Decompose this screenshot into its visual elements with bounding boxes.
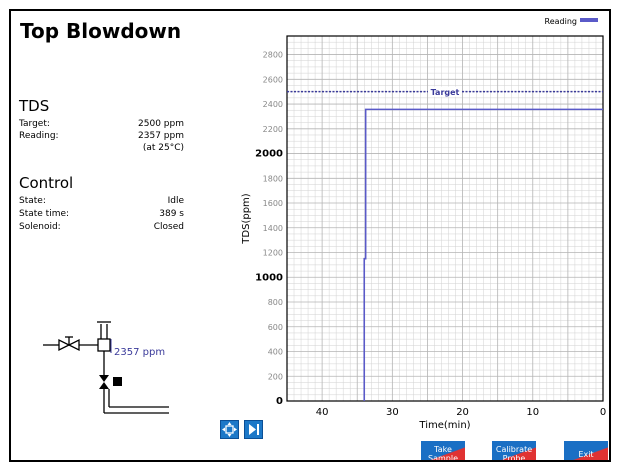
y-tick-label: 0 <box>276 396 283 407</box>
y-axis-label: TDS(ppm) <box>241 193 252 244</box>
x-axis-label: Time(min) <box>418 420 470 431</box>
skip-forward-icon <box>249 424 259 435</box>
expand-arrows-icon <box>222 422 237 437</box>
y-tick-label: 400 <box>268 348 283 357</box>
control-state-time-value: 389 s <box>159 209 184 219</box>
x-tick-label: 40 <box>316 407 329 418</box>
control-state-value: Idle <box>167 196 184 206</box>
legend-swatch <box>580 18 598 22</box>
calibrate-probe-button[interactable]: Calibrate Probe <box>492 441 536 462</box>
y-tick-label: 1000 <box>255 272 283 283</box>
y-tick-label: 1600 <box>263 199 283 208</box>
tds-reading-label: Reading: <box>19 131 59 141</box>
target-label-bg <box>428 86 462 97</box>
tds-target-row: Target: 2500 ppm <box>19 118 184 130</box>
y-tick-label: 2800 <box>263 51 283 60</box>
page-title: Top Blowdown <box>20 19 182 43</box>
control-state-row: State: Idle <box>19 195 184 207</box>
take-sample-label-line1: Take <box>434 445 452 454</box>
y-tick-label: 2200 <box>263 125 283 134</box>
y-tick-label: 600 <box>268 323 283 332</box>
tds-temp-row: (at 25°C) <box>19 142 184 154</box>
blowdown-diagram: 2357 ppm <box>43 321 169 414</box>
y-tick-label: 1200 <box>263 249 283 258</box>
tds-heading: TDS <box>19 97 50 115</box>
plot-border <box>286 35 604 402</box>
tds-temp-note: (at 25°C) <box>142 143 184 153</box>
tds-chart: 0200400600800100012001400160018002000220… <box>241 17 606 431</box>
inlet-valve-icon <box>58 338 71 352</box>
tds-reading-value: 2357 ppm <box>138 131 184 141</box>
y-tick-label: 2600 <box>263 75 283 84</box>
legend-label: Reading <box>545 17 577 26</box>
y-tick-label: 800 <box>268 298 283 307</box>
reading-series-line <box>363 108 603 401</box>
x-tick-label: 30 <box>386 407 399 418</box>
take-sample-label-line2: Sample <box>428 454 458 462</box>
tds-reading-row: Reading: 2357 ppm <box>19 130 184 142</box>
calibrate-probe-label-line2: Probe <box>502 454 526 462</box>
control-solenoid-value: Closed <box>153 222 184 232</box>
control-solenoid-row: Solenoid: Closed <box>19 221 184 233</box>
x-tick-label: 20 <box>456 407 469 418</box>
tds-target-label: Target: <box>19 119 50 129</box>
y-tick-label: 200 <box>268 372 283 381</box>
control-heading: Control <box>19 174 74 192</box>
app-window: Top Blowdown TDS Target: 2500 ppm Readin… <box>9 9 611 462</box>
exit-button[interactable]: Exit <box>564 441 608 460</box>
control-solenoid-label: Solenoid: <box>19 222 61 232</box>
fit-view-button[interactable] <box>220 420 239 439</box>
target-label: Target <box>431 88 460 97</box>
x-tick-label: 0 <box>600 407 606 418</box>
control-state-label: State: <box>19 196 46 206</box>
x-tick-label: 10 <box>526 407 539 418</box>
tds-target-value: 2500 ppm <box>138 119 184 129</box>
y-tick-label: 1800 <box>263 174 283 183</box>
control-state-time-label: State time: <box>19 209 70 219</box>
control-state-time-row: State time: 389 s <box>19 208 184 220</box>
calibrate-probe-label-line1: Calibrate <box>495 445 533 454</box>
jump-to-latest-button[interactable] <box>244 420 263 439</box>
y-tick-label: 2400 <box>263 100 283 109</box>
take-sample-button[interactable]: Take Sample <box>421 441 465 462</box>
y-tick-label: 1400 <box>263 224 283 233</box>
exit-label: Exit <box>578 450 594 459</box>
plot-area <box>287 36 603 401</box>
y-tick-label: 2000 <box>255 149 283 160</box>
diagram-reading-label: 2357 ppm <box>114 347 165 358</box>
solenoid-valve-icon <box>99 375 122 389</box>
